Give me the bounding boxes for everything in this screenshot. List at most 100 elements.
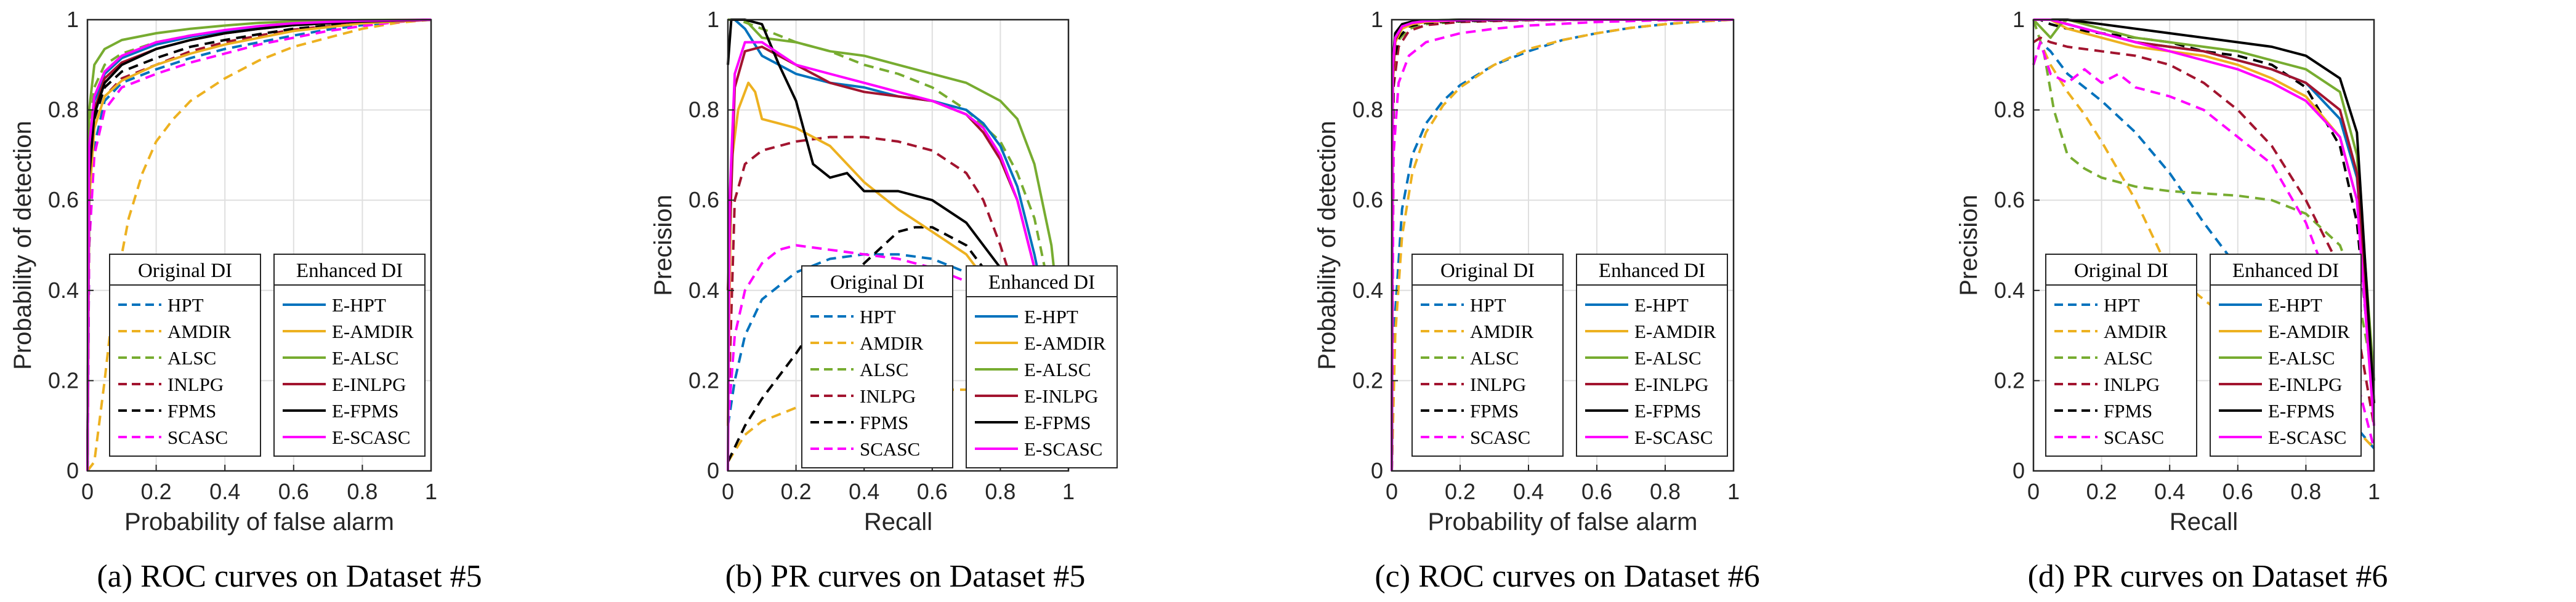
legend-title: Enhanced DI [988, 271, 1095, 294]
y-tick-label: 0.2 [1352, 367, 1383, 393]
y-tick-label: 0 [1371, 458, 1383, 483]
y-tick-label: 0.8 [688, 97, 719, 122]
legend-entry-inlpg: INLPG [168, 374, 224, 395]
series-line-e-scasc [727, 41, 1070, 472]
legend-title: Original DI [138, 260, 232, 282]
legend-entry-e-inlpg: E-INLPG [2268, 374, 2343, 395]
x-tick-label: 1 [1062, 479, 1075, 504]
legend-entry-e-fpms: E-FPMS [1634, 400, 1702, 422]
series-line-amdir [1391, 18, 1734, 472]
legend-original: Original DI HPT AMDIR ALSC INLPG FPMS SCASC [109, 254, 261, 457]
legend-entry-e-scasc: E-SCASC [1634, 427, 1713, 448]
legend-entry-fpms: FPMS [2104, 400, 2152, 422]
y-tick-label: 0.4 [1352, 278, 1383, 303]
legend-entry-alsc: ALSC [168, 347, 216, 369]
legend-entry-amdir: AMDIR [168, 321, 232, 342]
legend-title: Enhanced DI [2232, 260, 2339, 282]
legend-entry-e-alsc: E-ALSC [1634, 347, 1702, 369]
panel-caption: (d) PR curves on Dataset #6 [2028, 559, 2388, 594]
y-tick-label: 0 [707, 458, 719, 483]
series-line-e-scasc [2033, 18, 2375, 426]
legend-title: Enhanced DI [1599, 260, 1705, 282]
legend-original: Original DI HPT AMDIR ALSC INLPG FPMS SCASC [801, 265, 953, 468]
x-tick-label: 0 [81, 479, 94, 504]
series-line-alsc [728, 18, 1070, 435]
x-axis-label: Probability of false alarm [124, 508, 394, 536]
legend-entry-e-scasc: E-SCASC [2268, 427, 2346, 448]
legend-entry-e-amdir: E-AMDIR [1024, 332, 1106, 354]
x-tick-label: 1 [425, 479, 437, 504]
legend-box [966, 265, 1118, 468]
y-tick-label: 0.4 [688, 278, 719, 303]
legend-entry-inlpg: INLPG [1470, 374, 1526, 395]
legend-entry-scasc: SCASC [168, 427, 228, 448]
legend-box [1411, 254, 1564, 457]
y-tick-label: 0.8 [1994, 97, 2025, 122]
legend-entry-e-fpms: E-FPMS [2268, 400, 2335, 422]
legend-entry-e-amdir: E-AMDIR [332, 321, 414, 342]
axes-box [727, 18, 1070, 472]
x-tick-label: 0.6 [1581, 479, 1612, 504]
y-axis-label: Precision [1955, 195, 1982, 296]
legend-box [2210, 254, 2362, 457]
y-tick-label: 0.6 [1352, 187, 1383, 212]
legend-box [1576, 254, 1728, 457]
series-line-e-alsc [86, 18, 432, 472]
y-tick-label: 0.8 [1352, 97, 1383, 122]
legend-entry-e-hpt: E-HPT [1024, 306, 1078, 327]
x-axis-label: Recall [864, 508, 932, 536]
y-tick-label: 0.2 [1994, 367, 2025, 393]
chart-panel-1: 0 0.2 0.4 0.6 0.8 1 0 0.2 0.4 0.6 0.8 1 Probability … [9, 7, 482, 594]
y-tick-label: 1 [2013, 7, 2025, 32]
y-axis-label: Precision [650, 195, 677, 296]
legend-box [2045, 254, 2197, 457]
legend-entry-scasc: SCASC [2104, 427, 2164, 448]
legend-entry-e-scasc: E-SCASC [332, 427, 410, 448]
legend-title: Original DI [2074, 260, 2168, 282]
legend-entry-hpt: HPT [168, 294, 204, 316]
x-axis-label: Probability of false alarm [1428, 508, 1698, 536]
legend-entry-inlpg: INLPG [860, 385, 916, 407]
axes-box [86, 18, 432, 472]
x-tick-label: 0 [722, 479, 734, 504]
legend-entry-alsc: ALSC [860, 359, 908, 380]
x-tick-label: 1 [1727, 479, 1740, 504]
legend-entry-e-alsc: E-ALSC [332, 347, 399, 369]
series-line-e-fpms [86, 18, 432, 472]
legend-entry-fpms: FPMS [860, 412, 908, 433]
series-line-e-scasc [86, 18, 432, 472]
legend-box [273, 254, 426, 457]
chart-panel-4: 0 0.2 0.4 0.6 0.8 1 0 0.2 0.4 0.6 0.8 1 Recall Precis… [1955, 7, 2388, 594]
panel-caption: (a) ROC curves on Dataset #5 [97, 559, 482, 594]
legend-entry-scasc: SCASC [1470, 427, 1530, 448]
chart-panel-2: 0 0.2 0.4 0.6 0.8 1 0 0.2 0.4 0.6 0.8 1 Recall Precis… [650, 7, 1118, 594]
x-tick-label: 0.8 [2290, 479, 2321, 504]
legend-entry-e-inlpg: E-INLPG [332, 374, 406, 395]
legend-entry-fpms: FPMS [1470, 400, 1519, 422]
x-tick-label: 0.6 [278, 479, 309, 504]
legend-entry-e-fpms: E-FPMS [1024, 412, 1091, 433]
legend-enhanced: Enhanced DI E-HPT E-AMDIR E-ALSC E-INLPG E-FP… [1576, 254, 1728, 457]
legend-original: Original DI HPT AMDIR ALSC INLPG FPMS SCASC [1411, 254, 1564, 457]
series-line-hpt [86, 18, 432, 472]
x-tick-label: 0.6 [917, 479, 948, 504]
y-tick-label: 0.2 [688, 367, 719, 393]
y-axis-label: Probability of detection [1314, 121, 1341, 370]
y-tick-label: 0 [67, 458, 79, 483]
series-line-hpt [1391, 18, 1734, 472]
legend-title: Original DI [1440, 260, 1535, 282]
legend-original: Original DI HPT AMDIR ALSC INLPG FPMS SCASC [2045, 254, 2197, 457]
x-tick-label: 0.4 [1513, 479, 1544, 504]
series-line-fpms [2033, 18, 2375, 404]
legend-entry-e-alsc: E-ALSC [2268, 347, 2335, 369]
legend-enhanced: Enhanced DI E-HPT E-AMDIR E-ALSC E-INLPG E-FP… [273, 254, 426, 457]
x-tick-label: 0.8 [1650, 479, 1681, 504]
x-tick-label: 0 [1386, 479, 1398, 504]
axes-box [2032, 18, 2375, 472]
legend-title: Original DI [830, 271, 924, 294]
legend-title: Enhanced DI [296, 260, 403, 282]
legend-entry-e-fpms: E-FPMS [332, 400, 399, 422]
legend-entry-e-scasc: E-SCASC [1024, 438, 1102, 460]
legend-entry-scasc: SCASC [860, 438, 920, 460]
